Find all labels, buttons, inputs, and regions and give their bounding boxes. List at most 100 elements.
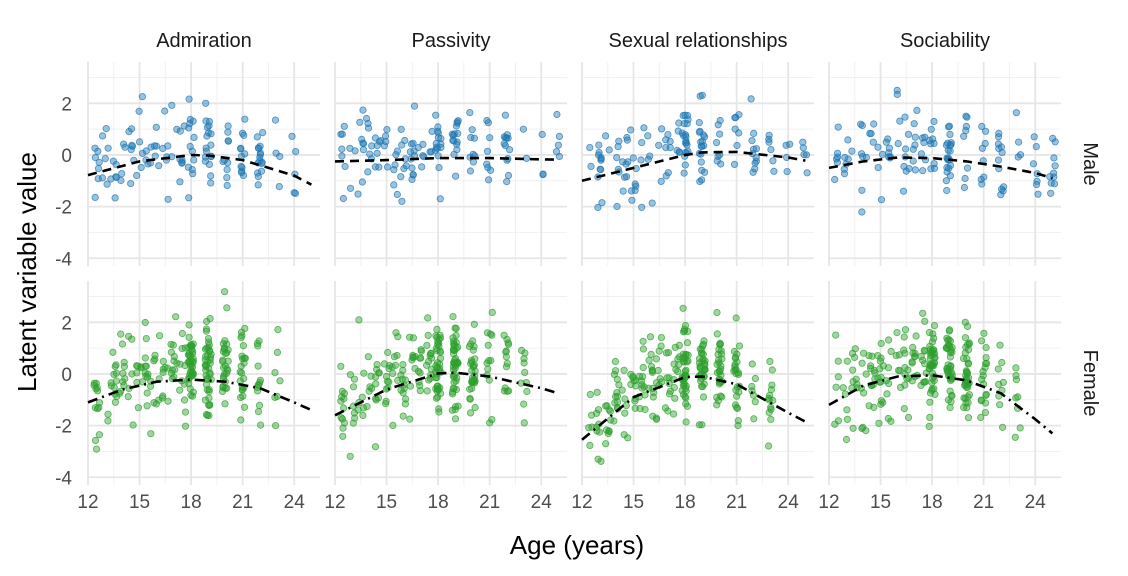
data-point — [930, 376, 938, 385]
data-point — [185, 124, 193, 132]
data-point — [151, 351, 159, 359]
data-point — [449, 346, 458, 354]
data-point — [638, 203, 646, 211]
data-point — [670, 360, 678, 368]
data-point — [240, 131, 248, 139]
trend-line — [334, 156, 559, 163]
data-point — [98, 174, 107, 182]
data-point — [605, 427, 613, 435]
data-point — [553, 110, 561, 119]
data-point — [398, 197, 406, 205]
data-point — [977, 175, 985, 184]
data-point — [877, 373, 885, 381]
data-point — [930, 385, 938, 393]
data-point — [397, 371, 405, 379]
data-point — [700, 380, 708, 388]
data-point — [623, 136, 631, 144]
data-point — [978, 375, 986, 383]
data-point — [994, 365, 1002, 373]
data-point — [894, 140, 902, 148]
data-point — [432, 111, 440, 119]
data-point — [858, 424, 866, 433]
data-point — [112, 369, 121, 377]
data-point — [926, 413, 934, 421]
data-point — [647, 350, 655, 358]
data-point — [454, 402, 462, 410]
data-point — [346, 452, 354, 460]
data-point — [902, 167, 910, 175]
data-point — [850, 353, 859, 361]
data-point — [1014, 393, 1022, 401]
data-point — [911, 133, 919, 141]
data-point — [171, 366, 179, 374]
data-point — [1030, 133, 1038, 141]
data-point — [397, 173, 405, 181]
data-point — [425, 376, 433, 384]
trend-line — [87, 153, 313, 186]
data-point — [141, 354, 149, 362]
data-point — [168, 101, 176, 109]
data-point — [1051, 162, 1059, 170]
data-point — [180, 396, 189, 404]
data-point — [255, 401, 264, 409]
strip-label-male: Male — [1079, 142, 1101, 185]
data-point — [221, 384, 229, 392]
data-point — [1050, 154, 1058, 162]
data-point — [1012, 109, 1021, 117]
data-point — [942, 344, 950, 352]
data-point — [734, 417, 742, 425]
data-point — [118, 340, 127, 348]
data-point — [699, 340, 708, 348]
data-point — [523, 387, 531, 396]
data-point — [206, 356, 214, 364]
data-point — [716, 340, 724, 348]
data-point — [733, 141, 741, 150]
data-point — [767, 146, 775, 154]
data-point — [454, 129, 462, 138]
data-point — [424, 331, 432, 339]
data-point — [91, 436, 100, 445]
data-point — [943, 168, 951, 176]
data-point — [91, 193, 99, 201]
data-point — [926, 345, 935, 354]
data-point — [375, 138, 384, 146]
data-point — [120, 140, 128, 148]
data-point — [417, 346, 425, 354]
data-point — [501, 111, 509, 119]
data-point — [901, 145, 910, 153]
data-point — [664, 407, 672, 415]
x-tick-label: 12 — [324, 492, 345, 513]
data-point — [133, 378, 141, 386]
data-point — [111, 194, 119, 202]
data-point — [700, 133, 709, 141]
data-point — [276, 377, 284, 385]
data-point — [858, 359, 866, 367]
data-point — [961, 318, 969, 326]
data-point — [1011, 433, 1019, 441]
data-point — [874, 164, 882, 172]
data-point — [713, 308, 721, 317]
data-point — [611, 399, 619, 407]
data-point — [188, 147, 196, 155]
data-point — [764, 442, 773, 450]
data-point — [840, 170, 849, 178]
data-point — [223, 340, 231, 348]
data-point — [188, 345, 196, 353]
data-point — [451, 354, 460, 363]
data-point — [338, 415, 346, 423]
y-tick-labels: -4 -2 0 2 -4 -2 0 2 — [55, 94, 72, 489]
data-point — [291, 189, 299, 197]
scatter-points — [585, 304, 777, 465]
data-point — [866, 364, 875, 372]
data-point — [627, 380, 635, 389]
x-tick-labels: 12 15 18 21 24 12 15 18 21 24 12 15 18 21 24 12 15 18 21 24 — [77, 492, 1046, 513]
data-point — [930, 160, 938, 168]
data-point — [416, 387, 424, 395]
data-point — [645, 356, 653, 364]
data-point — [181, 408, 190, 416]
data-point — [909, 157, 917, 165]
data-point — [619, 158, 627, 166]
data-point — [423, 387, 431, 395]
data-point — [468, 384, 476, 393]
data-point — [164, 195, 172, 203]
